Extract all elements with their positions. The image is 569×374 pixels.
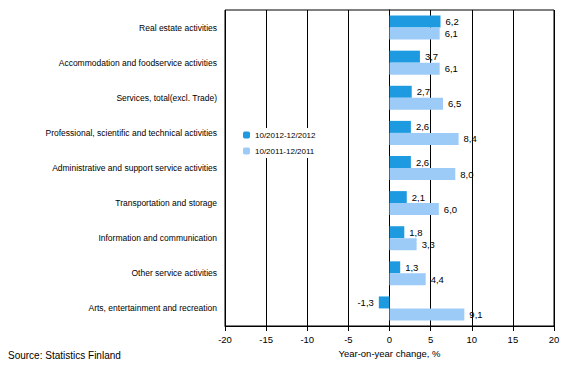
svg-text:Information and communication: Information and communication [98, 233, 217, 243]
svg-text:1,3: 1,3 [405, 262, 418, 273]
svg-text:Real estate activities: Real estate activities [139, 23, 217, 33]
svg-text:3,7: 3,7 [425, 51, 438, 62]
svg-text:Source: Statistics Finland: Source: Statistics Finland [8, 350, 121, 361]
svg-text:5: 5 [428, 334, 433, 345]
svg-text:2,6: 2,6 [416, 121, 429, 132]
svg-text:6,0: 6,0 [444, 204, 457, 215]
svg-text:Accommodation and foodservice: Accommodation and foodservice activities [59, 58, 217, 68]
svg-text:-10: -10 [300, 334, 314, 345]
svg-text:6,1: 6,1 [445, 28, 458, 39]
svg-text:0: 0 [387, 334, 392, 345]
svg-text:8,0: 8,0 [460, 169, 473, 180]
svg-text:10/2011-12/2011: 10/2011-12/2011 [255, 147, 315, 156]
svg-text:4,4: 4,4 [431, 274, 444, 285]
svg-text:8,4: 8,4 [464, 133, 477, 144]
svg-text:2,1: 2,1 [412, 192, 425, 203]
svg-text:-5: -5 [344, 334, 352, 345]
svg-text:Other service activities: Other service activities [132, 268, 218, 278]
svg-text:-15: -15 [259, 334, 273, 345]
svg-text:6,1: 6,1 [445, 63, 458, 74]
svg-text:Arts, entertainment and recrea: Arts, entertainment and recreation [88, 303, 217, 313]
svg-text:Administrative and support ser: Administrative and support service activ… [52, 163, 217, 173]
svg-text:Professional, scientific and t: Professional, scientific and technical a… [46, 128, 218, 138]
svg-text:-1,3: -1,3 [357, 297, 373, 308]
svg-text:Year-on-year change, %: Year-on-year change, % [338, 348, 441, 359]
svg-text:2,7: 2,7 [417, 86, 430, 97]
svg-text:Transportation and storage: Transportation and storage [115, 198, 217, 208]
svg-text:Services, total(excl. Trade): Services, total(excl. Trade) [116, 93, 217, 103]
svg-text:10/2012-12/2012: 10/2012-12/2012 [255, 131, 316, 140]
svg-text:-20: -20 [218, 334, 232, 345]
svg-text:9,1: 9,1 [469, 309, 482, 320]
svg-text:1,8: 1,8 [409, 227, 422, 238]
svg-text:6,2: 6,2 [445, 16, 458, 27]
svg-text:15: 15 [508, 334, 519, 345]
svg-text:20: 20 [549, 334, 560, 345]
svg-text:2,6: 2,6 [416, 157, 429, 168]
svg-text:3,3: 3,3 [422, 239, 435, 250]
svg-text:6,5: 6,5 [448, 98, 461, 109]
svg-text:10: 10 [466, 334, 477, 345]
